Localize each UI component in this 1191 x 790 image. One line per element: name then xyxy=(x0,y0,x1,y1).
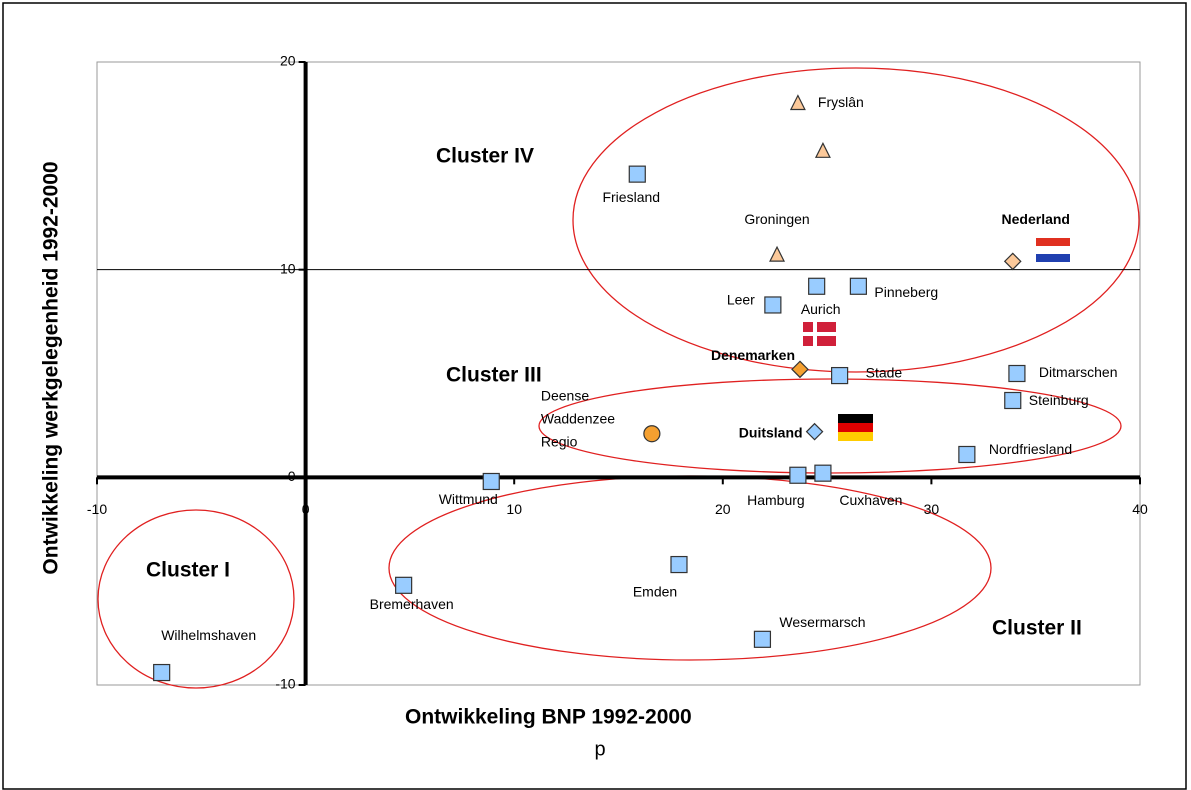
y-tick-label: 10 xyxy=(280,260,296,276)
point xyxy=(628,165,646,183)
annotation: Cluster II xyxy=(992,617,1082,640)
point-label: Ditmarschen xyxy=(1039,364,1118,380)
point-label: Bremerhaven xyxy=(370,596,454,612)
x-tick-label: 0 xyxy=(302,501,310,517)
point xyxy=(791,360,809,379)
point xyxy=(805,422,824,441)
point xyxy=(849,277,867,295)
y-tick-label: -10 xyxy=(275,676,295,692)
point-label: Stade xyxy=(866,364,903,380)
y-tick-label: 0 xyxy=(288,468,296,484)
point xyxy=(395,576,413,594)
y-tick-label: 20 xyxy=(280,53,296,69)
point-label: Pinneberg xyxy=(874,284,938,300)
x-tick-label: 30 xyxy=(924,501,940,517)
point-label: Regio xyxy=(541,433,578,449)
point xyxy=(670,555,688,574)
point-label: Nederland xyxy=(1002,211,1070,227)
point-label: Leer xyxy=(727,292,755,308)
x-tick-label: 40 xyxy=(1132,501,1148,517)
point-label: Nordfriesland xyxy=(989,441,1072,457)
point xyxy=(789,94,806,111)
point-label: Deense xyxy=(541,387,589,403)
point-label: Wesermarsch xyxy=(779,614,865,630)
point xyxy=(769,245,786,262)
flag-dk xyxy=(803,322,836,346)
point-label: Steinburg xyxy=(1029,392,1089,408)
point-label: Waddenzee xyxy=(541,410,615,426)
x-tick-label: 10 xyxy=(506,501,522,517)
point-label: Wittmund xyxy=(439,491,498,507)
point-label: Groningen xyxy=(744,211,809,227)
y-axis-title: Ontwikkeling werkgelegenheid 1992-2000 xyxy=(40,161,63,574)
point xyxy=(789,466,807,484)
point-label: Emden xyxy=(633,583,677,599)
annotation: Cluster III xyxy=(446,364,542,387)
point-label: Fryslân xyxy=(818,94,864,110)
flag-de xyxy=(838,414,873,441)
point-label: Cuxhaven xyxy=(839,492,902,508)
ellipse xyxy=(97,509,295,689)
point xyxy=(814,141,831,158)
point-label: Denemarken xyxy=(711,347,795,363)
point xyxy=(831,366,849,385)
flag-nl xyxy=(1036,238,1070,262)
point xyxy=(1003,252,1022,271)
plot-area xyxy=(96,61,1141,686)
point-label: Aurich xyxy=(801,301,841,317)
ellipse xyxy=(572,67,1140,373)
point xyxy=(753,630,772,648)
point xyxy=(1008,364,1026,383)
point xyxy=(153,663,171,682)
point-label: Friesland xyxy=(602,189,660,205)
point xyxy=(814,464,832,482)
point xyxy=(482,472,500,491)
x-tick-label: 20 xyxy=(715,501,731,517)
point-label: Duitsland xyxy=(739,424,803,440)
x-axis-title: Ontwikkeling BNP 1992-2000 xyxy=(405,706,692,729)
annotation: Cluster I xyxy=(146,559,230,582)
annotation: Cluster IV xyxy=(436,145,534,168)
point xyxy=(958,445,976,464)
point xyxy=(1004,391,1022,410)
x-tick-label: -10 xyxy=(87,501,107,517)
point-label: Wilhelmshaven xyxy=(161,627,256,643)
point xyxy=(808,277,826,295)
caption: p xyxy=(594,738,605,760)
point xyxy=(764,296,782,314)
point xyxy=(643,425,661,443)
point-label: Hamburg xyxy=(747,492,805,508)
